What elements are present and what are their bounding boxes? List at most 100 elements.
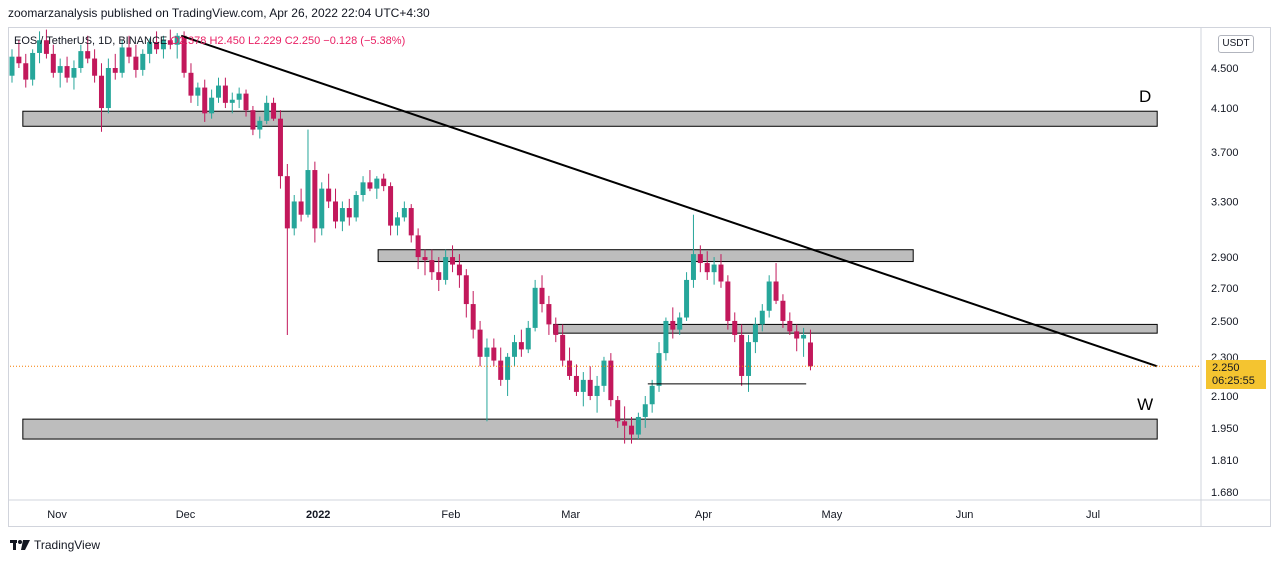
x-tick-label: 2022: [306, 509, 330, 521]
countdown-timer: 06:25:55: [1212, 375, 1255, 387]
candle-body: [174, 35, 180, 45]
candle-body: [202, 87, 208, 114]
candle-body: [587, 379, 593, 396]
close-value: C2.250: [284, 35, 321, 47]
candle-body: [291, 201, 297, 229]
candle-body: [677, 317, 683, 330]
candle-body: [470, 304, 476, 330]
candle-body: [30, 52, 36, 80]
candle-body: [477, 329, 483, 357]
candle-body: [133, 56, 139, 70]
candle-body: [807, 342, 813, 367]
y-tick-label: 1.810: [1211, 455, 1239, 467]
candle-body: [119, 47, 125, 73]
candle-body: [422, 257, 428, 261]
candle-body: [711, 264, 717, 273]
candle-body: [37, 40, 43, 53]
candle-body: [684, 279, 690, 318]
candle-body: [746, 342, 752, 376]
last-price: 2.250: [1212, 362, 1240, 374]
candle-body: [140, 53, 146, 70]
candle-body: [57, 66, 63, 73]
x-tick-label: Jun: [956, 509, 974, 521]
y-tick-label: 2.700: [1211, 283, 1239, 295]
high-value: H2.450: [209, 35, 245, 47]
axes: 4.5004.1003.7003.3002.9002.7002.5002.300…: [8, 27, 1271, 527]
candle-body: [649, 385, 655, 405]
candle-body: [511, 342, 517, 357]
candle-body: [50, 53, 56, 73]
candle-body: [353, 194, 359, 218]
candle-body: [326, 188, 332, 202]
low-value: L2.229: [248, 35, 282, 47]
candle-body: [443, 257, 449, 280]
support-resistance-zone: [22, 110, 1158, 127]
candle-body: [305, 170, 311, 215]
candle-body: [105, 68, 111, 109]
candle-body: [16, 56, 22, 64]
candle-body: [546, 304, 552, 325]
candle-body: [360, 182, 366, 195]
trendline: [180, 34, 1158, 368]
candle-body: [718, 264, 724, 282]
y-tick-label: 2.900: [1211, 252, 1239, 264]
candle-body: [367, 182, 373, 189]
candle-body: [780, 300, 786, 321]
candle-body: [236, 93, 242, 100]
candle-body: [264, 102, 270, 121]
candle-body: [670, 320, 676, 330]
candle-body: [491, 347, 497, 361]
candle-body: [801, 334, 807, 339]
candle-body: [505, 356, 511, 380]
candle-body: [656, 353, 662, 386]
footer-brand[interactable]: TradingView: [10, 538, 100, 552]
y-tick-label: 3.300: [1211, 196, 1239, 208]
zones: [22, 110, 1158, 440]
candle-body: [725, 281, 731, 321]
candle-body: [195, 87, 201, 96]
candle-body: [381, 178, 387, 187]
candle-body: [78, 51, 84, 68]
x-tick-label: Dec: [176, 509, 196, 521]
y-tick-label: 1.680: [1211, 487, 1239, 499]
candle-body: [222, 85, 228, 103]
currency-button[interactable]: USDT: [1218, 35, 1254, 53]
candle-body: [243, 93, 249, 111]
candle-body: [64, 66, 70, 78]
candles: [9, 29, 813, 444]
candle-body: [573, 375, 579, 392]
candle-body: [216, 85, 222, 98]
candle-body: [188, 72, 194, 96]
candle-body: [739, 334, 745, 376]
y-tick-label: 2.100: [1211, 391, 1239, 403]
candle-body: [271, 102, 277, 119]
candle-body: [450, 257, 456, 265]
candle-body: [401, 208, 407, 218]
y-tick-label: 2.500: [1211, 316, 1239, 328]
candle-body: [229, 99, 235, 103]
support-resistance-zone: [22, 418, 1158, 440]
candle-body: [759, 310, 765, 325]
symbol-name: EOS / TetherUS, 1D, BINANCE: [14, 35, 168, 47]
x-tick-label: May: [821, 509, 842, 521]
candle-body: [436, 272, 442, 280]
publisher-header: zoomarzanalysis published on TradingView…: [8, 6, 430, 20]
candle-body: [346, 208, 352, 218]
symbol-legend: EOS / TetherUS, 1D, BINANCE O2.378 H2.45…: [14, 35, 405, 47]
candle-body: [532, 287, 538, 328]
y-tick-label: 4.500: [1211, 63, 1239, 75]
candle-body: [339, 208, 345, 222]
candle-body: [498, 360, 504, 380]
candle-body: [697, 254, 703, 264]
candle-body: [553, 324, 559, 335]
candle-body: [181, 35, 187, 73]
candle-body: [463, 275, 469, 305]
candle-body: [250, 110, 256, 130]
candle-body: [319, 188, 325, 229]
candle-body: [615, 400, 621, 422]
zone-label: D: [1139, 87, 1151, 106]
candle-body: [9, 56, 15, 76]
open-value: O2.378: [170, 35, 207, 47]
candle-body: [539, 287, 545, 305]
